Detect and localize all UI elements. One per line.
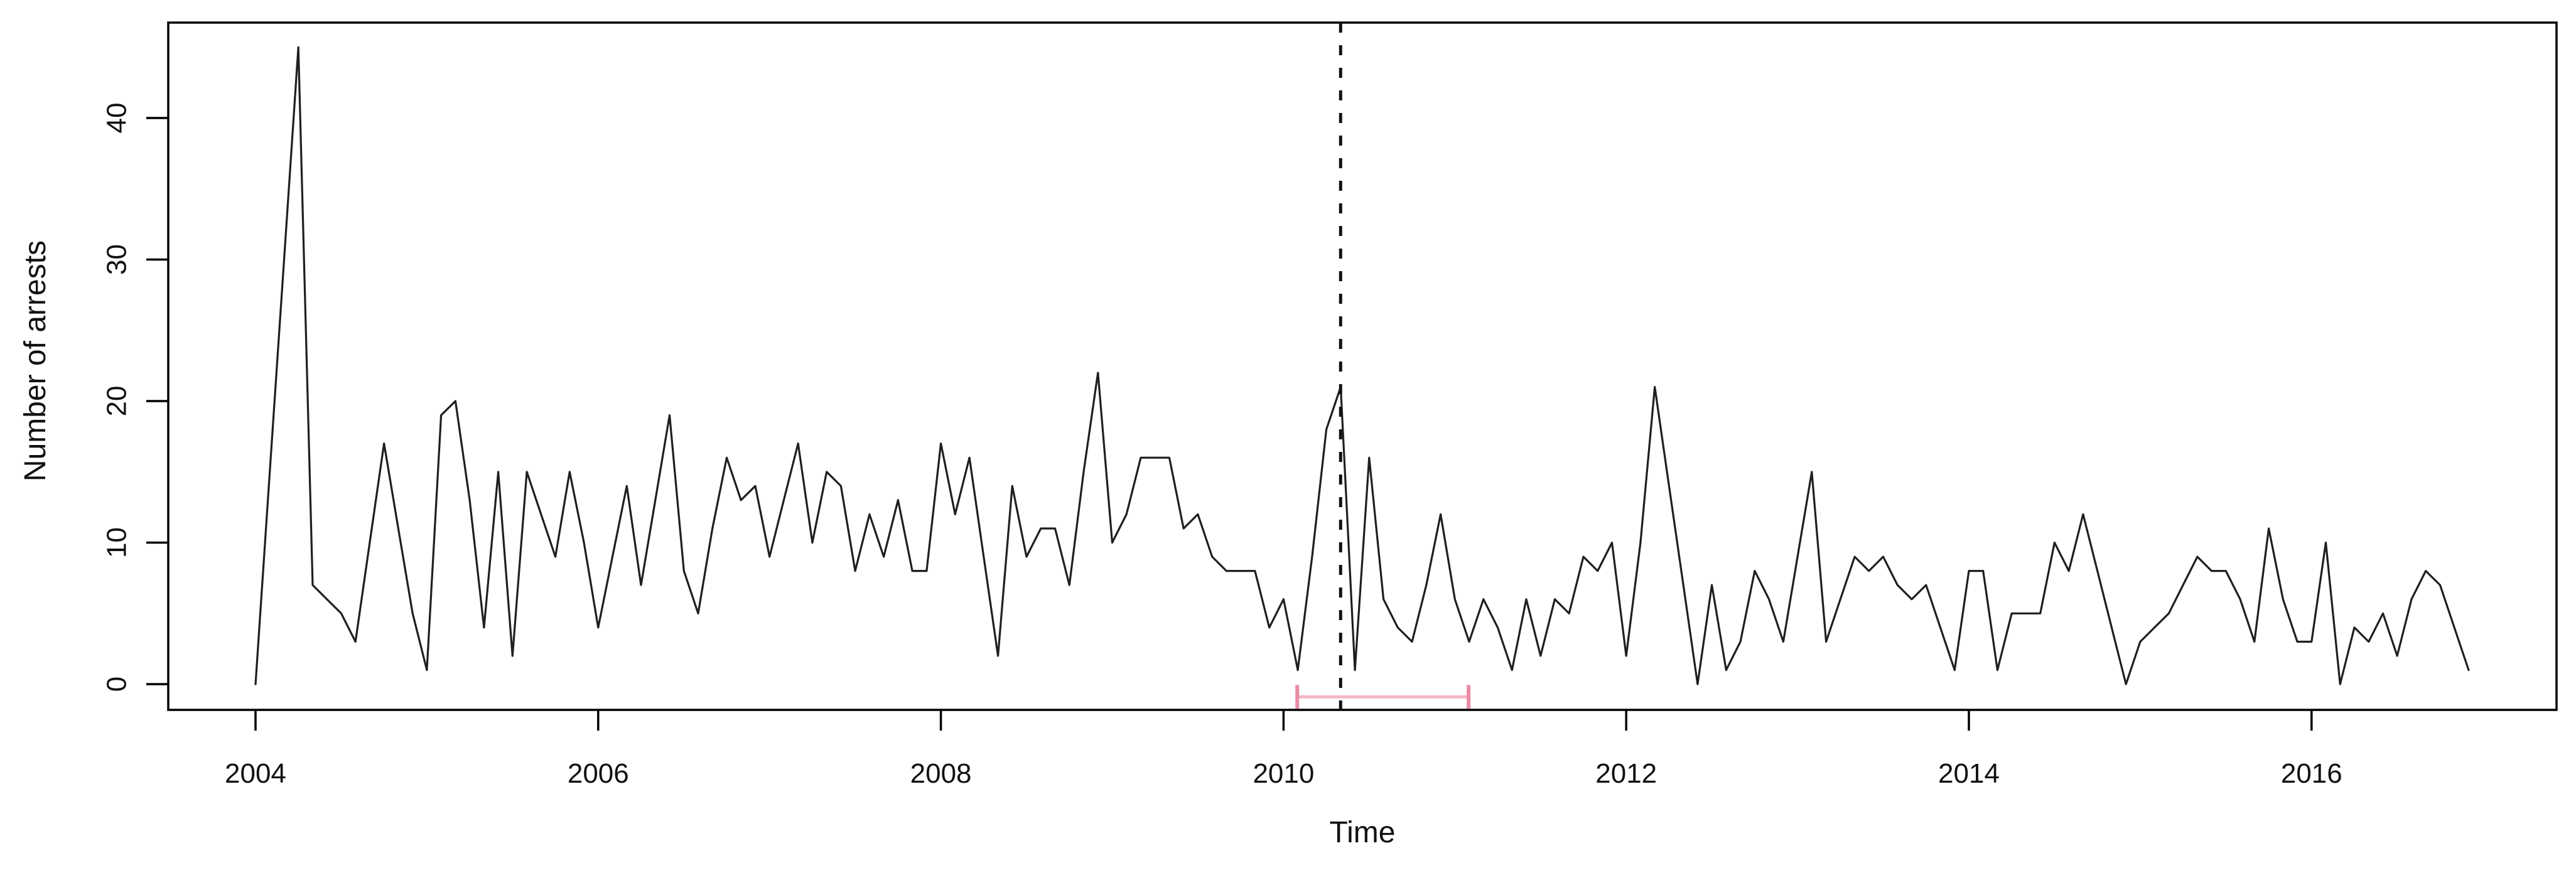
x-tick-label: 2008 xyxy=(910,758,972,789)
y-tick-label: 40 xyxy=(102,103,132,134)
y-axis-title: Number of arrests xyxy=(19,240,52,481)
x-tick-label: 2006 xyxy=(568,758,629,789)
y-tick-label: 30 xyxy=(102,244,132,275)
x-axis-title: Time xyxy=(1330,816,1396,849)
y-tick-label: 10 xyxy=(102,527,132,558)
x-tick-label: 2004 xyxy=(225,758,286,789)
plot-border-box xyxy=(167,21,2558,711)
arrests-series-line xyxy=(254,46,2470,685)
y-axis-ticks: 0 10 20 30 40 xyxy=(102,103,168,692)
x-tick-label: 2012 xyxy=(1595,758,1657,789)
x-tick-label: 2016 xyxy=(2281,758,2342,789)
x-tick-label: 2010 xyxy=(1253,758,1314,789)
y-tick-label: 20 xyxy=(102,386,132,417)
x-tick-label: 2014 xyxy=(1938,758,2000,789)
y-tick-label: 0 xyxy=(102,677,132,692)
x-axis-ticks: 2004 2006 2008 2010 2012 2014 2016 xyxy=(225,710,2342,789)
interval-bracket xyxy=(1295,685,1471,709)
